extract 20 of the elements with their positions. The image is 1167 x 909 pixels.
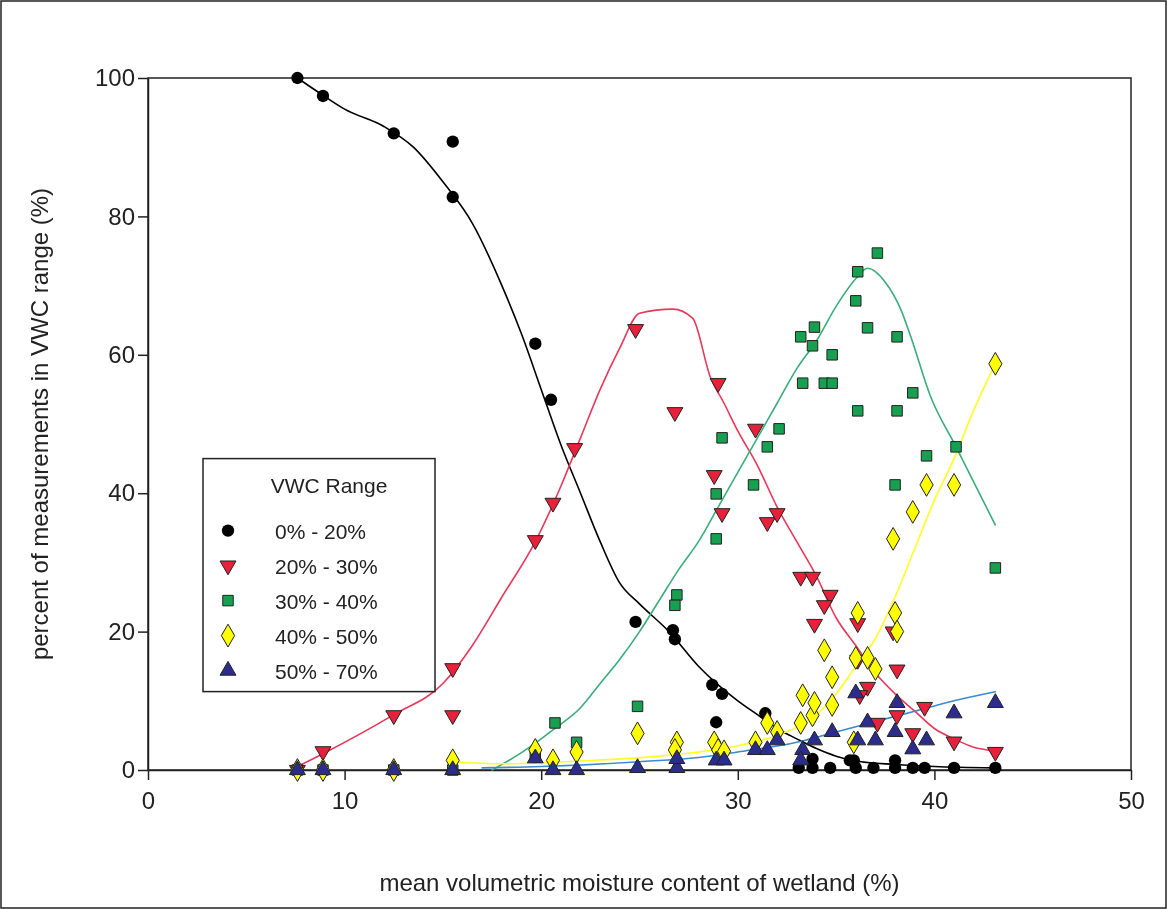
x-tick-label: 50	[1118, 787, 1145, 815]
y-tick-label: 40	[108, 479, 135, 507]
y-tick-label: 80	[108, 202, 135, 230]
legend-title: VWC Range	[270, 473, 388, 497]
legend-label: 40% - 50%	[275, 624, 378, 648]
y-tick-label: 0	[121, 756, 135, 784]
x-tick-label: 40	[921, 787, 949, 815]
legend-label: 30% - 40%	[275, 589, 378, 613]
legend-label: 20% - 30%	[275, 554, 378, 578]
y-tick-label: 20	[108, 617, 135, 645]
x-axis-title: mean volumetric moisture content of wetland (%)	[379, 869, 900, 896]
x-tick-label: 0	[141, 787, 156, 815]
y-tick-label: 60	[108, 340, 135, 368]
legend-label: 50% - 70%	[275, 659, 378, 683]
y-tick-label: 100	[94, 64, 135, 92]
x-tick-label: 30	[724, 787, 752, 815]
x-tick-label: 10	[331, 787, 359, 815]
y-axis-title: percent of measurements in VWC range (%)	[26, 187, 53, 661]
x-tick-label: 20	[528, 787, 556, 815]
legend-label: 0% - 20%	[275, 519, 367, 543]
